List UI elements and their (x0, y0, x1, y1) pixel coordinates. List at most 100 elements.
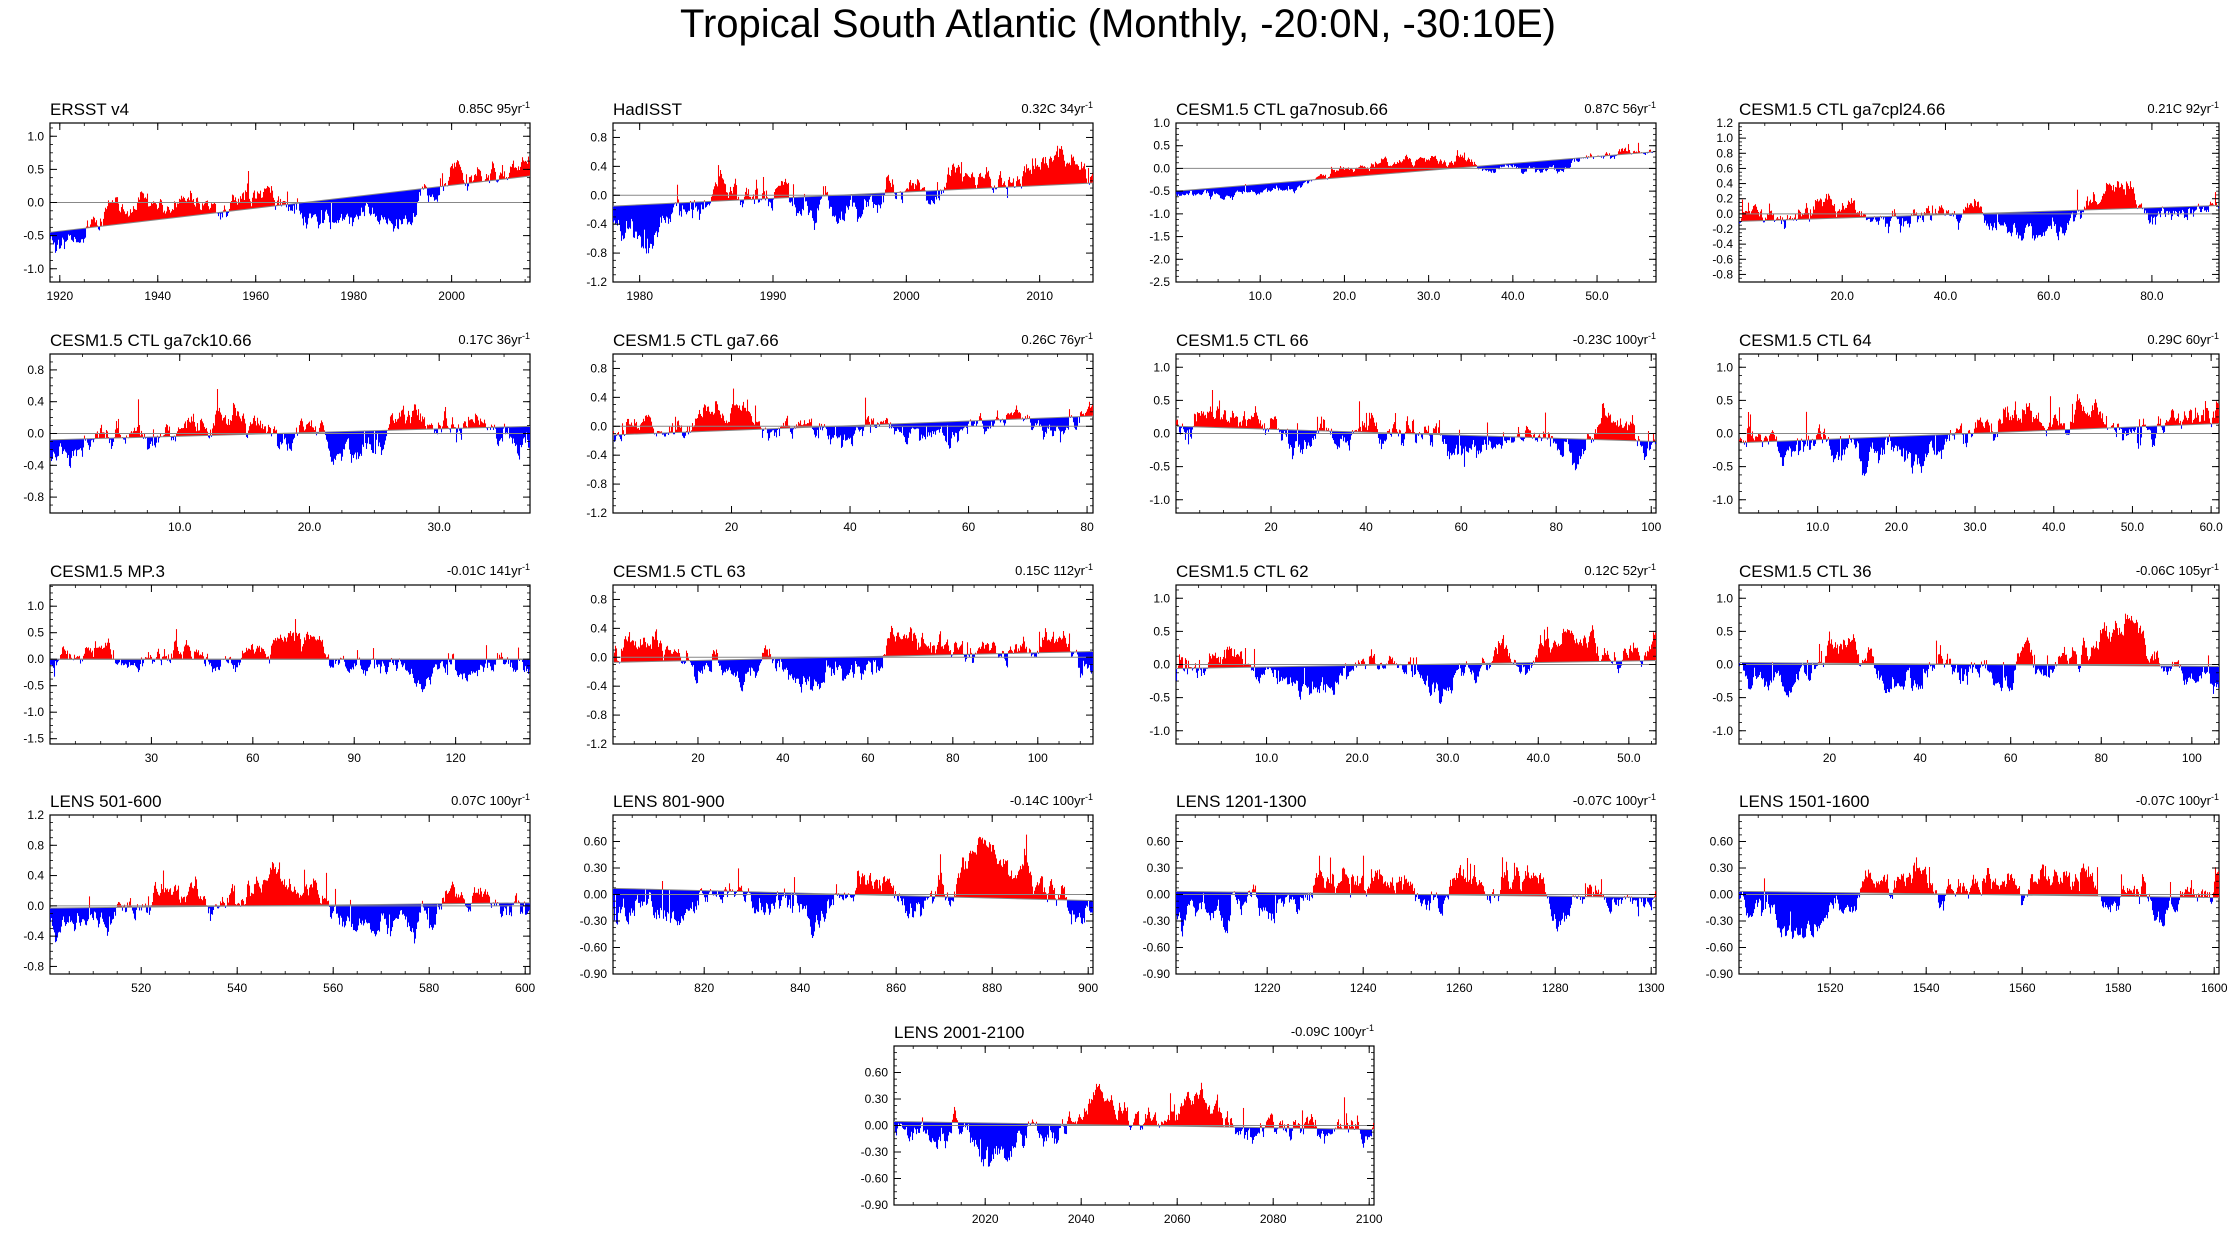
anomaly-bar (1989, 213, 1992, 224)
anomaly-bar (2000, 212, 2003, 226)
anomaly-bar (1269, 418, 1272, 430)
anomaly-bar (2109, 184, 2112, 210)
anomaly-bar (101, 648, 104, 660)
anomaly-bar (1393, 422, 1396, 434)
anomaly-bar (1613, 155, 1616, 159)
anomaly-bar (513, 167, 516, 178)
anomaly-bar (1408, 428, 1411, 434)
anomaly-bar (1222, 414, 1225, 428)
x-tick-label: 80.0 (2140, 289, 2164, 303)
anomaly-bar (699, 413, 702, 432)
anomaly-bar (689, 200, 692, 203)
anomaly-bars (1738, 181, 2220, 241)
anomaly-bar (1608, 153, 1611, 156)
anomaly-bar (848, 194, 851, 207)
anomaly-bar (1211, 188, 1214, 196)
anomaly-bar (868, 421, 871, 425)
anomaly-bar (750, 416, 753, 430)
anomaly-bar (1786, 440, 1789, 450)
anomaly-bar (619, 434, 622, 440)
anomaly-bar (747, 189, 750, 200)
anomaly-bar (1985, 213, 1988, 226)
anomaly-bar (2115, 427, 2118, 438)
anomaly-bar (1638, 439, 1641, 441)
anomaly-bar (1055, 151, 1058, 185)
anomaly-bar (1742, 212, 1745, 222)
anomaly-bar (2044, 211, 2047, 232)
anomaly-bar (616, 205, 619, 226)
anomaly-bar (1061, 149, 1064, 185)
anomaly-bar (2039, 422, 2042, 431)
anomaly-bar (1765, 219, 1768, 221)
anomaly-bar (1981, 212, 1984, 214)
anomaly-bar (51, 232, 54, 241)
anomaly-bar (1031, 418, 1034, 431)
x-tick-label: 60 (962, 520, 976, 534)
anomaly-bar (233, 200, 236, 211)
anomaly-bar (2046, 211, 2049, 229)
anomaly-bar (1067, 417, 1070, 430)
anomaly-bar (471, 419, 474, 428)
anomaly-bar (1177, 190, 1180, 195)
anomaly-bar (2056, 210, 2059, 237)
anomaly-bar (1544, 412, 1547, 438)
anomaly-bar (1598, 424, 1601, 440)
anomaly-bar (1259, 184, 1262, 193)
anomaly-bar (126, 211, 129, 224)
anomaly-bar (226, 211, 229, 216)
anomaly-bar (1382, 432, 1385, 444)
anomaly-bar (1615, 425, 1618, 441)
anomaly-bar (434, 429, 437, 432)
anomaly-bar (2089, 417, 2092, 429)
anomaly-bar (107, 200, 110, 226)
anomaly-bar (171, 209, 174, 218)
anomaly-bar (1627, 424, 1630, 441)
anomaly-bar (1286, 181, 1289, 191)
anomaly-bar (682, 202, 685, 210)
y-tick-label: -0.8 (1712, 267, 1733, 281)
anomaly-bar (1508, 436, 1511, 441)
anomaly-bar (2174, 420, 2177, 426)
anomaly-bar (474, 174, 477, 183)
anomaly-bar (1643, 441, 1646, 460)
anomaly-bar (2034, 418, 2037, 431)
anomaly-bar (966, 421, 969, 434)
anomaly-bar (1078, 169, 1081, 184)
anomaly-bar (1195, 421, 1198, 427)
anomaly-bar (2215, 401, 2218, 424)
anomaly-bar (1921, 435, 1924, 467)
anomaly-bar (239, 196, 242, 210)
anomaly-bar (355, 196, 358, 215)
anomaly-bar (748, 196, 751, 200)
anomaly-bar (1973, 198, 1976, 214)
anomaly-bar (1472, 164, 1475, 167)
anomaly-bar (488, 180, 491, 184)
anomaly-bar (91, 438, 94, 440)
anomaly-bar (1569, 158, 1572, 168)
anomaly-bar (1196, 412, 1199, 427)
anomaly-bar (182, 196, 185, 217)
anomaly-bar (1011, 415, 1014, 420)
anomaly-bar (1431, 434, 1434, 447)
anomaly-bar (377, 193, 380, 222)
anomaly-bar (305, 202, 308, 229)
anomaly-bar (110, 438, 113, 449)
anomaly-bar (89, 224, 92, 228)
anomaly-bar (1235, 416, 1238, 429)
anomaly-bar (1587, 434, 1590, 440)
anomaly-bar (1917, 215, 1920, 220)
anomaly-bar (1398, 429, 1401, 434)
anomaly-bar (1951, 434, 1954, 436)
anomaly-bar (1365, 412, 1368, 433)
anomaly-bar (1176, 191, 1179, 197)
anomaly-bar (131, 211, 134, 223)
anomaly-bar (1045, 417, 1048, 434)
anomaly-bar (691, 202, 694, 219)
anomaly-bar (351, 431, 354, 456)
anomaly-bar (510, 167, 513, 179)
anomaly-bar (2104, 424, 2107, 429)
anomaly-bar (1355, 429, 1358, 432)
anomaly-bar (1831, 439, 1834, 456)
anomaly-bar (241, 415, 244, 435)
anomaly-bar (81, 659, 84, 662)
